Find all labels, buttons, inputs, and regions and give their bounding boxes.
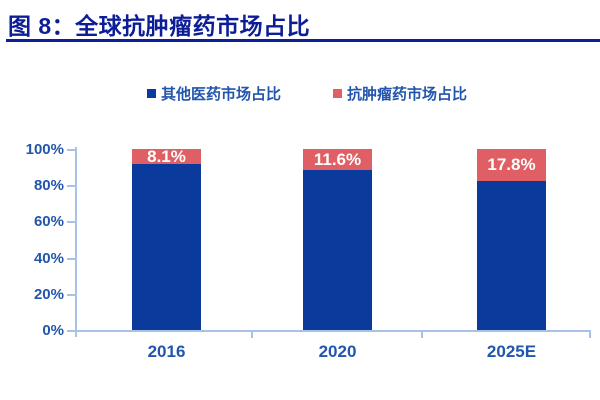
x-tick-label: 2025E — [486, 342, 537, 361]
y-axis-tick — [67, 221, 75, 223]
y-axis-tick — [67, 185, 75, 187]
title-underline — [6, 39, 600, 42]
bar-segment-top — [303, 149, 372, 170]
bar-data-label: 17.8% — [487, 155, 536, 174]
bar-data-label: 11.6% — [313, 149, 362, 169]
y-tick-label: 40% — [33, 250, 64, 267]
x-axis-tick — [589, 330, 591, 338]
x-axis-tick — [421, 330, 423, 338]
y-tick-label: 80% — [33, 177, 64, 194]
bar-segment-top — [477, 149, 546, 181]
legend-item: 其他医药市场占比 — [147, 83, 281, 104]
y-tick-label: 100% — [25, 141, 64, 158]
y-tick-label: 60% — [33, 213, 64, 230]
legend-swatch-icon — [147, 89, 156, 98]
y-axis-tick — [67, 258, 75, 260]
x-axis-line — [75, 330, 590, 332]
y-axis-tick — [67, 149, 75, 151]
chart-legend: 其他医药市场占比 抗肿瘤药市场占比 — [147, 83, 467, 104]
bar-segment-bottom — [132, 164, 201, 330]
bar-data-label: 8.1% — [147, 146, 186, 166]
y-axis-tick — [67, 330, 75, 332]
legend-label: 抗肿瘤药市场占比 — [347, 86, 468, 103]
bar-segment-top — [132, 149, 201, 164]
legend-item: 抗肿瘤药市场占比 — [333, 83, 467, 104]
y-axis-tick — [67, 294, 75, 296]
legend-label: 其他医药市场占比 — [161, 86, 282, 103]
y-tick-label: 0% — [42, 322, 64, 339]
y-axis-line — [75, 147, 77, 337]
figure-title: 图 8：全球抗肿瘤药市场占比 — [8, 13, 311, 39]
x-tick-label: 2016 — [147, 342, 186, 361]
legend-swatch-icon — [333, 89, 343, 98]
bar-segment-bottom — [477, 181, 546, 330]
x-tick-label: 2020 — [318, 342, 357, 361]
bar-segment-bottom — [303, 170, 372, 330]
y-tick-label: 20% — [33, 286, 64, 303]
x-axis-tick — [251, 330, 253, 338]
